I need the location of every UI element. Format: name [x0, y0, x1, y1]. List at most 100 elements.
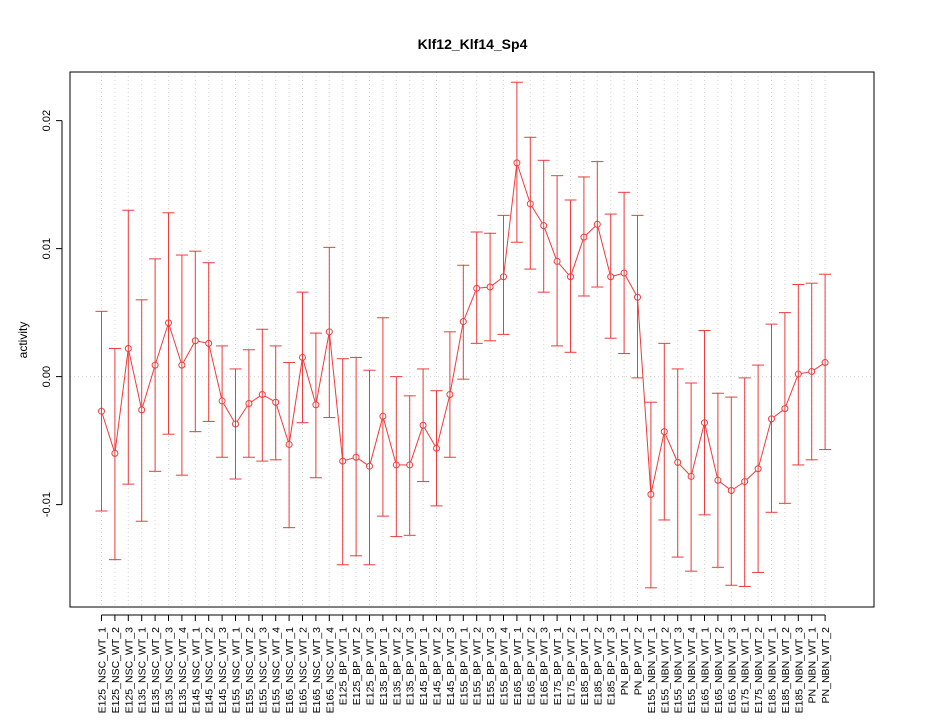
series-line-segment: [637, 300, 652, 492]
series-line-segment: [785, 376, 798, 406]
data-point: [258, 391, 266, 399]
x-tick-label: E125_NSC_WT_1: [97, 627, 109, 714]
x-tick-label: E165_NSC_WT_4: [324, 627, 336, 714]
x-tick-label: E175_NBN_WT_1: [740, 627, 752, 714]
y-axis-label: activity: [16, 322, 30, 359]
series-line-segment: [570, 239, 584, 275]
y-tick-label: 0.01: [41, 238, 53, 259]
x-tick-label: E135_NSC_WT_4: [177, 627, 189, 714]
data-point: [165, 319, 172, 327]
series-line-segment: [517, 165, 530, 202]
x-tick-label: E165_NBN_WT_2: [713, 627, 725, 714]
data-point: [272, 398, 280, 406]
data-point: [620, 269, 628, 277]
data-point: [593, 220, 601, 228]
series-line-segment: [813, 363, 823, 371]
x-tick-label: PN_NBN_WT_2: [820, 627, 832, 704]
data-point: [647, 490, 655, 498]
x-tick-label: E165_BP_WT_3: [539, 627, 551, 705]
data-point: [580, 233, 588, 241]
chart-title: Klf12_Klf14_Sp4: [418, 36, 528, 52]
y-tick-label: -0.01: [41, 492, 53, 517]
x-tick-label: E155_NSC_WT_2: [244, 627, 256, 714]
x-tick-label: E175_BP_WT_2: [566, 627, 578, 705]
data-point: [392, 461, 400, 469]
data-point: [781, 405, 789, 413]
x-tick-label: E135_BP_WT_3: [405, 627, 417, 705]
x-tick-label: E135_NSC_WT_3: [164, 627, 176, 714]
x-tick-label: E185_NBN_WT_1: [767, 627, 779, 714]
x-tick-label: E175_NBN_WT_2: [753, 627, 765, 714]
data-point: [727, 487, 735, 495]
series-line-segment: [585, 226, 596, 236]
series-line-segment: [679, 464, 690, 475]
data-point: [701, 419, 708, 427]
x-tick-label: E145_NSC_WT_3: [217, 627, 229, 714]
data-point: [754, 465, 762, 473]
series-line-segment: [773, 410, 783, 418]
data-point: [191, 337, 199, 345]
x-tick-label: E125_BP_WT_3: [365, 627, 377, 705]
x-tick-label: E155_NSC_WT_4: [271, 627, 283, 714]
series-line-segment: [492, 278, 502, 286]
data-point: [111, 449, 119, 457]
x-tick-label: E165_NBN_WT_1: [700, 627, 712, 714]
x-tick-label: E155_NBN_WT_4: [686, 627, 698, 714]
data-point: [138, 406, 146, 414]
series-line-segment: [719, 481, 730, 490]
data-point: [205, 339, 213, 347]
series-line-segment: [746, 470, 757, 480]
x-tick-label: E185_BP_WT_2: [592, 627, 604, 705]
series-line-segment: [801, 371, 809, 374]
x-tick-label: E155_BP_WT_2: [472, 627, 484, 705]
data-point: [379, 412, 387, 420]
x-tick-label: E155_BP_WT_4: [499, 627, 511, 705]
data-point: [473, 284, 481, 292]
x-tick-label: E185_BP_WT_3: [606, 627, 618, 705]
grid-layer: [70, 72, 874, 607]
x-tick-label: E155_NSC_WT_3: [257, 627, 269, 714]
series-line-segment: [613, 273, 622, 277]
x-tick-label: E165_NBN_WT_3: [726, 627, 738, 714]
x-tick-label: E145_BP_WT_1: [418, 627, 430, 705]
data-point: [124, 344, 132, 352]
x-tick-label: E185_NBN_WT_3: [793, 627, 805, 714]
data-point: [325, 328, 333, 336]
series-line-layer: [101, 165, 823, 492]
series-line-segment: [758, 421, 772, 467]
data-point: [741, 478, 749, 486]
data-point: [768, 415, 775, 423]
series-line-segment: [198, 340, 206, 344]
x-tick-label: E135_BP_WT_1: [378, 627, 390, 705]
series-line-segment: [463, 290, 477, 319]
x-tick-label: E155_BP_WT_3: [485, 627, 497, 705]
series-line-segment: [276, 404, 289, 442]
data-point: [714, 476, 722, 484]
data-point: [312, 401, 320, 409]
data-point: [500, 273, 507, 281]
x-tick-label: E125_NSC_WT_3: [123, 627, 135, 714]
series-line-segment: [424, 427, 436, 446]
data-point: [607, 273, 615, 281]
series-line-segment: [264, 395, 274, 402]
data-point: [406, 461, 414, 469]
x-tick-label: E135_NSC_WT_2: [150, 627, 162, 714]
series-line-segment: [733, 482, 743, 490]
series-line-segment: [345, 457, 354, 461]
data-point: [433, 444, 440, 452]
series-line-segment: [691, 425, 705, 474]
data-point: [526, 200, 534, 208]
series-line-segment: [410, 427, 423, 463]
x-tick-label: E145_BP_WT_3: [445, 627, 457, 705]
data-point: [674, 458, 682, 466]
data-point: [366, 462, 373, 470]
data-point: [232, 420, 239, 428]
x-tick-label: E125_BP_WT_1: [338, 627, 350, 705]
data-point: [634, 293, 641, 301]
x-tick-label: E185_BP_WT_1: [579, 627, 591, 705]
x-tick-label: E145_NSC_WT_1: [190, 627, 202, 714]
series-line-segment: [251, 395, 261, 403]
series-line-segment: [479, 286, 488, 289]
